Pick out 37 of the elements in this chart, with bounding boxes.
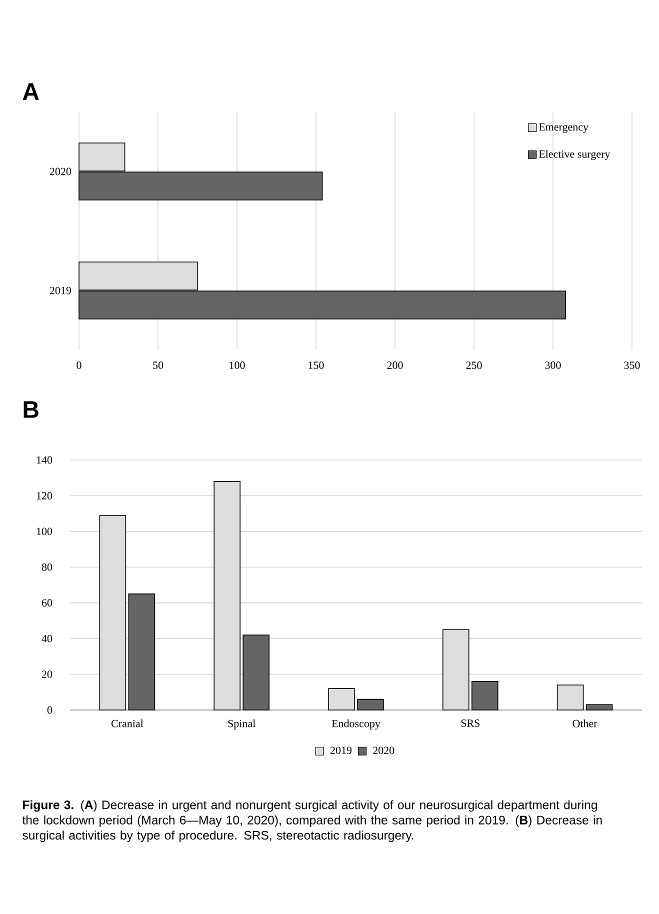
- chart-title: A: [22, 83, 39, 100]
- x-tick-label: 250: [466, 362, 482, 369]
- x-tick-label: SRS: [461, 720, 480, 727]
- y-tick-label: 20: [42, 670, 52, 678]
- legend-label: 2019: [330, 746, 352, 754]
- y-tick-label: 80: [42, 563, 52, 571]
- y-tick-label: 2019: [50, 286, 72, 294]
- x-tick-label: 350: [624, 362, 640, 369]
- y-tick-label: 140: [36, 456, 52, 464]
- bar: [357, 698, 384, 710]
- y-tick-label: 120: [36, 492, 52, 500]
- y-tick-label: 0: [47, 706, 52, 714]
- x-tick-label: 150: [308, 362, 324, 369]
- x-tick-label: 100: [230, 362, 245, 369]
- x-tick-label: Cranial: [111, 720, 144, 728]
- text: Figure 3. (A) Decrease in urgent and nonurgent surgical activity of our neurosurgical department during the lockdown period (March 6—May 10, 2020), compared with the same period in 2019. (B) Decrease in surgical activities by type of procedure. SRS, stereotactic radiosurgery.: [22, 800, 602, 842]
- x-tick-label: Other: [572, 720, 598, 728]
- bar: [556, 684, 584, 710]
- bar: [328, 688, 355, 710]
- bar: [586, 704, 613, 710]
- x-tick-label: 0: [76, 362, 82, 369]
- y-tick-label: 60: [42, 599, 52, 607]
- bar: [128, 594, 156, 710]
- legend-label: Elective surgery: [538, 150, 610, 160]
- legend-label: 2020: [373, 746, 394, 754]
- bar: [471, 681, 498, 710]
- y-tick-label: 2020: [50, 168, 72, 176]
- x-tick-label: Spinal: [228, 720, 256, 730]
- y-tick-label: 40: [42, 634, 52, 642]
- x-tick-label: 50: [153, 362, 164, 369]
- bar: [242, 634, 270, 710]
- chart-title: B: [24, 401, 38, 418]
- y-tick-label: 100: [36, 528, 52, 536]
- legend-label: Emergency: [538, 123, 588, 133]
- x-tick-label: Endoscopy: [332, 720, 380, 730]
- x-tick-label: 300: [545, 362, 561, 369]
- x-tick-label: 200: [387, 362, 403, 369]
